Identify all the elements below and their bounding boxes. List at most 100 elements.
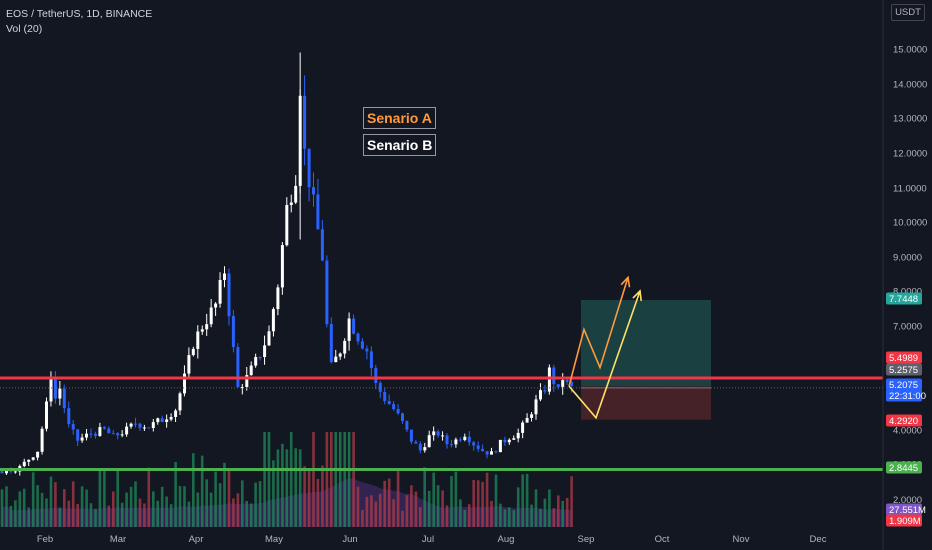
time-axis-label: Feb: [37, 534, 53, 545]
volume-bar: [396, 468, 400, 527]
candle-body: [191, 348, 195, 356]
price-axis-label: 9.0000: [893, 253, 922, 264]
volume-bar: [343, 432, 346, 527]
volume-bar: [405, 495, 409, 527]
time-axis[interactable]: Feb Mar Apr May Jun Jul Aug Sep Oct Nov Dec: [37, 534, 827, 545]
volume-bar: [160, 486, 164, 527]
volume-bars: [0, 432, 573, 527]
candle-body: [552, 367, 556, 385]
volume-bar: [392, 499, 395, 527]
candle-body: [356, 333, 360, 342]
candle-body: [67, 408, 71, 425]
candle-body: [343, 340, 347, 354]
volume-bar: [258, 481, 262, 527]
candle-body: [525, 418, 529, 423]
scenario-a-path-head: [620, 275, 631, 288]
volume-bar: [263, 432, 266, 527]
candle-body: [463, 436, 467, 440]
volume-bar: [365, 496, 369, 527]
volume-bar: [31, 472, 35, 527]
candle-body: [129, 423, 133, 427]
candle-body: [223, 273, 226, 280]
candle-body: [494, 451, 498, 453]
candle-body: [467, 436, 471, 443]
volume-bar: [303, 466, 306, 527]
candle-body: [196, 331, 200, 349]
stop-zone: [581, 386, 711, 420]
volume-bar: [481, 481, 484, 527]
price-axis-label: 15.0000: [893, 45, 927, 56]
scenario-a-label: Senario A: [363, 107, 436, 129]
candle-body: [169, 417, 173, 420]
volume-bar: [152, 491, 155, 527]
volume-bar: [63, 489, 66, 527]
price-tag-label: 4.2920: [889, 416, 918, 427]
time-axis-label: May: [265, 534, 283, 545]
candle-body: [5, 469, 8, 474]
volume-bar: [410, 485, 413, 527]
candle-body: [138, 423, 142, 428]
volume-indicator-title[interactable]: Vol (20): [6, 23, 43, 35]
candle-body: [374, 368, 378, 383]
volume-bar: [565, 498, 569, 527]
candle-body: [396, 409, 400, 414]
volume-bar: [441, 490, 444, 527]
candle-body: [0, 471, 4, 474]
volume-bar: [22, 488, 26, 527]
candle-body: [289, 202, 293, 205]
candle-body: [13, 471, 17, 473]
volume-bar: [129, 486, 133, 527]
candle-body: [205, 324, 209, 330]
volume-bar: [209, 492, 213, 527]
candle-body: [174, 410, 178, 417]
volume-bar: [401, 510, 404, 527]
volume-bar: [40, 492, 44, 527]
volume-bar: [330, 432, 333, 527]
price-axis-label: 11.0000: [893, 184, 927, 195]
candle-body: [22, 461, 26, 467]
volume-bar: [89, 503, 93, 527]
symbol-title[interactable]: EOS / TetherUS, 1D, BINANCE: [6, 8, 153, 20]
candle-body: [436, 431, 440, 436]
candle-body: [507, 439, 511, 443]
volume-bar: [285, 449, 289, 527]
candle-body: [227, 273, 231, 317]
volume-bar: [165, 496, 168, 527]
price-tag-label: 27.551M: [889, 505, 926, 516]
volume-bar: [338, 432, 342, 527]
volume-bar: [138, 498, 142, 527]
volume-bar: [521, 474, 524, 527]
horizontal-levels[interactable]: [0, 376, 883, 471]
scenario-paths[interactable]: [568, 275, 642, 420]
candle-body: [142, 427, 146, 429]
candle-body: [485, 451, 489, 455]
candle-body: [365, 348, 369, 352]
time-axis-label: Nov: [733, 534, 750, 545]
volume-bar: [103, 468, 106, 527]
price-tag: [886, 461, 922, 474]
volume-bar: [169, 504, 173, 527]
candlesticks: [0, 52, 574, 476]
volume-bar: [0, 489, 4, 527]
volume-bar: [196, 492, 200, 527]
candle-body: [450, 444, 453, 446]
candle-body: [454, 439, 458, 445]
candle-body: [423, 447, 427, 451]
candle-body: [570, 382, 574, 387]
candle-body: [543, 390, 547, 392]
time-axis-label: Aug: [498, 534, 515, 545]
volume-bar: [352, 432, 355, 527]
volume-bar: [494, 474, 498, 527]
candle-body: [53, 378, 57, 399]
volume-bar: [325, 432, 329, 527]
scenario-a-path: [568, 277, 629, 387]
currency-badge[interactable]: USDT: [891, 4, 925, 21]
volume-bar: [356, 486, 360, 527]
volume-bar: [530, 504, 533, 527]
volume-bar: [18, 491, 22, 527]
candle-body: [89, 433, 93, 435]
volume-bar: [272, 460, 275, 527]
time-axis-label: Oct: [655, 534, 670, 545]
